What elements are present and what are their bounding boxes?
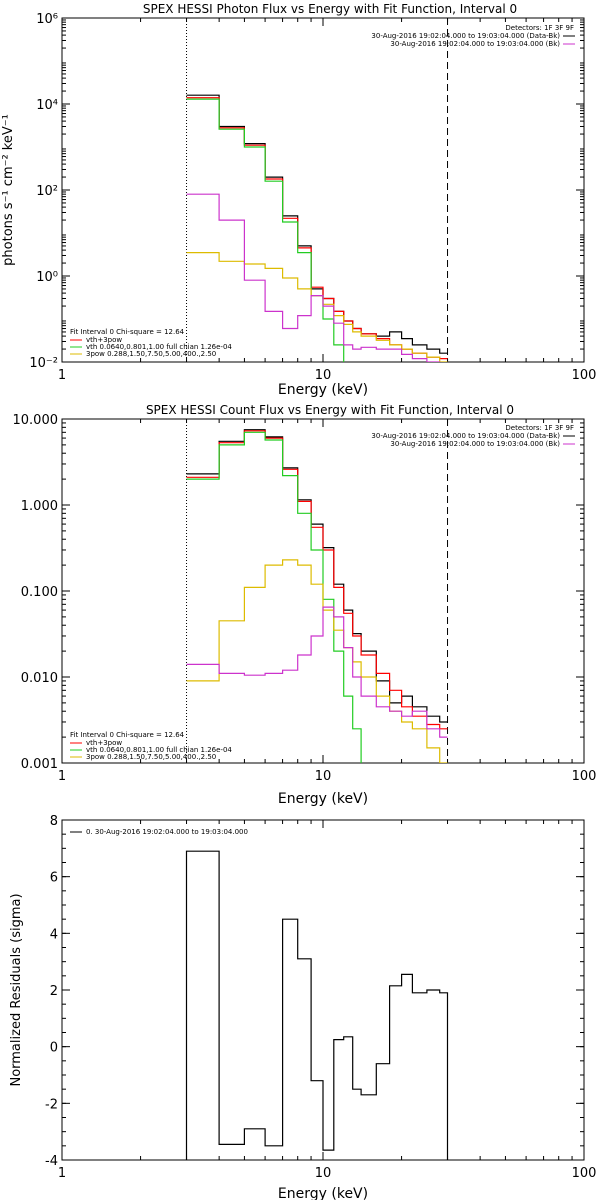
- photon-fit-entry-vth: vth 0.0640,0.801,1.00 full chian 1.26e-0…: [86, 343, 232, 351]
- photon-fit-entry-3pow: 3pow 0.288,1.50,7.50,5.00,400.,2.50: [86, 350, 216, 358]
- photon-x-tick-label: 10: [315, 368, 332, 383]
- photon-series-group: [186, 94, 448, 362]
- photon-series-3pow: [186, 252, 448, 362]
- count-legend-heading: Detectors: 1F 3F 9F: [505, 424, 574, 432]
- residuals-panel: 1 10 100 -4 -2 0 2 4 6 8 Energy (keV) Normalized …: [9, 814, 596, 1200]
- count-fit-heading: Fit Interval 0 Chi-square = 12.64: [70, 731, 185, 739]
- count-series-vth: [186, 431, 362, 763]
- count-x-tick-label: 10: [315, 769, 332, 784]
- photon-series-vth-3pow: [186, 97, 448, 360]
- count-fit-entry-vth: vth 0.0640,0.801,1.00 full chian 1.26e-0…: [86, 746, 232, 754]
- residuals-x-tick-label: 100: [572, 1166, 597, 1181]
- count-series-3pow: [186, 559, 448, 763]
- count-fit-entry-3pow: 3pow 0.288,1.50,7.50,5.00,400.,2.50: [86, 753, 216, 761]
- count-y-tick-label: 10.000: [13, 413, 59, 428]
- photon-chart-title: SPEX HESSI Photon Flux vs Energy with Fi…: [143, 2, 517, 16]
- residuals-y-tick-label: 0: [50, 1041, 58, 1056]
- count-series-data-bk: [186, 429, 448, 723]
- photon-y-tick-label: 10⁴: [36, 98, 58, 113]
- photon-flux-panel: SPEX HESSI Photon Flux vs Energy with Fi…: [1, 2, 596, 398]
- photon-x-tick-label: 100: [572, 368, 597, 383]
- residuals-legend-entry: 0. 30-Aug-2016 19:02:04.000 to 19:03:04.…: [86, 828, 248, 836]
- photon-series-bk: [186, 193, 441, 362]
- photon-legend-top-right: Detectors: 1F 3F 9F 30-Aug-2016 19:02:04…: [371, 24, 575, 48]
- residuals-y-tick-label: -2: [45, 1097, 58, 1112]
- photon-axes: 1 10 100 10⁻² 10⁰ 10² 10⁴ 10⁶: [29, 12, 596, 383]
- photon-legend-heading: Detectors: 1F 3F 9F: [505, 24, 574, 32]
- residuals-axes: 1 10 100 -4 -2 0 2 4 6 8: [45, 814, 596, 1181]
- residuals-y-tick-label: 6: [50, 871, 58, 886]
- count-legend-entry-data: 30-Aug-2016 19:02:04.000 to 19:03:04.000…: [371, 432, 560, 440]
- count-chart-title: SPEX HESSI Count Flux vs Energy with Fit…: [146, 403, 514, 417]
- photon-series-vth: [186, 98, 345, 362]
- count-series-vth-3pow: [186, 430, 448, 730]
- count-axes: 1 10 100 0.001 0.010 0.100 1.000 10.000: [13, 413, 597, 784]
- count-y-tick-label: 0.001: [21, 757, 58, 772]
- count-legend-entry-bk: 30-Aug-2016 19:02:04.000 to 19:03:04.000…: [390, 440, 560, 448]
- photon-legend-bottom-left: Fit Interval 0 Chi-square = 12.64 vth+3p…: [70, 328, 232, 358]
- photon-x-axis-label: Energy (keV): [278, 382, 368, 398]
- photon-series-data-bk: [186, 94, 448, 354]
- residuals-x-tick-label: 10: [315, 1166, 332, 1181]
- count-series-bk: [186, 606, 448, 738]
- residuals-x-tick-label: 1: [58, 1166, 66, 1181]
- count-legend-bottom-left: Fit Interval 0 Chi-square = 12.64 vth+3p…: [70, 731, 232, 761]
- residuals-y-tick-label: 2: [50, 984, 58, 999]
- photon-legend-entry-bk: 30-Aug-2016 19:02:04.000 to 19:03:04.000…: [390, 40, 560, 48]
- residuals-legend: 0. 30-Aug-2016 19:02:04.000 to 19:03:04.…: [70, 828, 248, 836]
- residuals-series-group: [185, 850, 449, 1160]
- count-y-tick-label: 0.010: [21, 671, 58, 686]
- photon-y-tick-label: 10²: [36, 184, 58, 199]
- residuals-y-tick-label: -4: [45, 1154, 58, 1169]
- residuals-y-tick-label: 4: [50, 927, 58, 942]
- count-y-tick-label: 1.000: [21, 499, 58, 514]
- count-x-axis-label: Energy (keV): [278, 791, 368, 807]
- residuals-series-0-30-aug-2016-19-02-04-000-to-19-03-04-000: [185, 850, 449, 1160]
- count-legend-top-right: Detectors: 1F 3F 9F 30-Aug-2016 19:02:04…: [371, 424, 575, 448]
- photon-y-tick-label: 10⁰: [36, 270, 58, 285]
- photon-y-axis-label: photons s⁻¹ cm⁻² keV⁻¹: [1, 114, 16, 266]
- photon-legend-entry-data: 30-Aug-2016 19:02:04.000 to 19:03:04.000…: [371, 32, 560, 40]
- photon-fit-entry-total: vth+3pow: [86, 336, 122, 344]
- count-y-tick-label: 0.100: [21, 585, 58, 600]
- photon-x-tick-label: 1: [58, 368, 66, 383]
- count-flux-panel: SPEX HESSI Count Flux vs Energy with Fit…: [13, 403, 597, 807]
- photon-y-tick-label: 10⁶: [36, 12, 58, 27]
- residuals-y-tick-label: 8: [50, 814, 58, 829]
- photon-y-tick-label: 10⁻²: [29, 356, 58, 371]
- photon-fit-heading: Fit Interval 0 Chi-square = 12.64: [70, 328, 185, 336]
- count-x-tick-label: 1: [58, 769, 66, 784]
- residuals-x-axis-label: Energy (keV): [278, 1186, 368, 1200]
- count-series-group: [186, 429, 448, 763]
- count-fit-entry-total: vth+3pow: [86, 739, 122, 747]
- residuals-y-axis-label: Normalized Residuals (sigma): [9, 893, 24, 1086]
- count-x-tick-label: 100: [572, 769, 597, 784]
